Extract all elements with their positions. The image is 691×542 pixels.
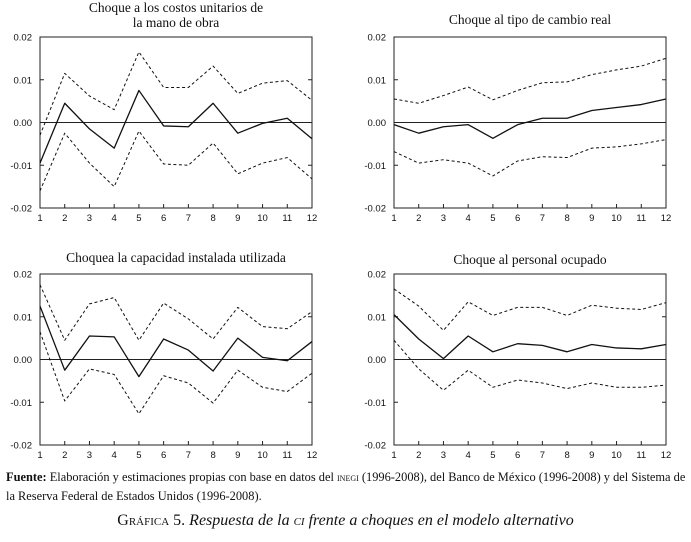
- chart-2-x-tick-label: 8: [564, 213, 569, 224]
- footnote-inegi: inegi: [337, 472, 359, 484]
- chart-2-x-tick-label: 2: [416, 213, 421, 224]
- chart-3-x-tick-label: 10: [257, 450, 268, 461]
- chart-1-x-tick-label: 6: [161, 213, 166, 224]
- chart-2-x-tick-label: 12: [661, 213, 672, 224]
- chart-4-confidence-band-line: [393, 288, 667, 331]
- chart-3-x-tick-label: 6: [161, 450, 166, 461]
- chart-3-x-tick-label: 11: [282, 450, 292, 461]
- chart-1-x-tick-label: 1: [37, 213, 42, 224]
- chart-3-y-tick-label: -0.01: [10, 398, 32, 409]
- chart-3-y-tick-label: 0.00: [14, 355, 33, 366]
- chart-1-x-tick-label: 2: [62, 213, 67, 224]
- chart-3-x-tick-label: 12: [307, 450, 318, 461]
- chart-4-x-tick-label: 11: [636, 450, 646, 461]
- chart-3-x-tick-label: 4: [112, 450, 117, 461]
- chart-1-x-tick-label: 10: [257, 213, 268, 224]
- chart-3-y-tick-label: -0.02: [10, 441, 32, 452]
- chart-2-x-tick-label: 11: [636, 213, 646, 224]
- chart-3-confidence-band-line: [39, 331, 313, 415]
- chart-3-x-tick-label: 8: [210, 450, 215, 461]
- chart-2-confidence-band-line: [393, 139, 667, 177]
- caption-prefix: Gráfica: [117, 512, 170, 529]
- chart-2-x-tick-label: 6: [515, 213, 520, 224]
- chart-3-title-line-1: Choquea la capacidad instalada utilizada: [66, 250, 286, 265]
- chart-1-x-tick-label: 12: [307, 213, 318, 224]
- caption-title: Respuesta de la ci frente a choques en e…: [189, 512, 574, 529]
- chart-4-x-tick-label: 1: [391, 450, 396, 461]
- caption-text-1: Respuesta de la: [189, 512, 294, 529]
- chart-2-y-tick-label: 0.01: [368, 75, 387, 86]
- chart-2-y-tick-label: 0.00: [368, 118, 387, 129]
- chart-2-response-line: [393, 98, 667, 139]
- chart-1-x-tick-label: 7: [186, 213, 191, 224]
- chart-4-y-tick-label: -0.02: [364, 441, 386, 452]
- chart-3-x-tick-label: 5: [136, 450, 141, 461]
- chart-2-x-tick-label: 4: [466, 213, 471, 224]
- chart-1-x-tick-label: 11: [282, 213, 292, 224]
- source-footnote: Fuente: Elaboración y estimaciones propi…: [6, 468, 686, 505]
- chart-1-y-tick-label: -0.01: [10, 161, 32, 172]
- chart-4-x-tick-label: 5: [490, 450, 495, 461]
- chart-3-y-tick-label: 0.01: [14, 312, 33, 323]
- chart-1-y-tick-label: 0.02: [14, 33, 33, 44]
- chart-1-x-tick-label: 8: [210, 213, 215, 224]
- chart-3-y-tick-label: 0.02: [14, 270, 33, 281]
- chart-4-x-tick-label: 3: [441, 450, 446, 461]
- chart-4-x-tick-label: 10: [611, 450, 622, 461]
- chart-2-x-tick-label: 1: [391, 213, 396, 224]
- chart-4-y-tick-label: 0.02: [368, 270, 387, 281]
- chart-2-confidence-band-line: [393, 57, 667, 104]
- caption-ci: ci: [293, 512, 305, 529]
- chart-3-x-tick-label: 7: [186, 450, 191, 461]
- chart-4-y-tick-label: 0.01: [368, 312, 387, 323]
- figure-caption: Gráfica 5. Respuesta de la ci frente a c…: [0, 512, 691, 530]
- chart-2-y-tick-label: -0.01: [364, 161, 386, 172]
- chart-2-x-tick-label: 5: [490, 213, 495, 224]
- chart-4-x-tick-label: 8: [564, 450, 569, 461]
- chart-1-confidence-band-line: [39, 51, 313, 136]
- chart-1-x-tick-label: 4: [112, 213, 117, 224]
- chart-4-x-tick-label: 6: [515, 450, 520, 461]
- chart-4-x-tick-label: 4: [466, 450, 471, 461]
- chart-3-response-line: [39, 305, 313, 378]
- chart-1-x-tick-label: 5: [136, 213, 141, 224]
- chart-4-y-tick-label: -0.01: [364, 398, 386, 409]
- footnote-label: Fuente:: [6, 470, 47, 484]
- chart-2-y-tick-label: -0.02: [364, 204, 386, 215]
- chart-1-confidence-band-line: [39, 130, 313, 192]
- caption-number: 5.: [169, 512, 190, 529]
- chart-4-x-tick-label: 9: [589, 450, 594, 461]
- chart-4-title-line-1: Choque al personal ocupado: [453, 252, 607, 267]
- chart-4-response-line: [393, 314, 667, 360]
- footnote-text-2: (1996-2008), del Banco de México (1996-2…: [6, 470, 686, 503]
- chart-4-x-tick-label: 2: [416, 450, 421, 461]
- caption-text-2: frente a choques en el modelo alternativ…: [304, 512, 574, 529]
- chart-1-y-tick-label: 0.00: [14, 118, 33, 129]
- chart-1-title-line-1: Choque a los costos unitarios de: [89, 0, 263, 15]
- chart-3-confidence-band-line: [39, 284, 313, 341]
- chart-2-title-line-1: Choque al tipo de cambio real: [449, 12, 612, 27]
- chart-2-x-tick-label: 3: [441, 213, 446, 224]
- chart-2-x-tick-label: 9: [589, 213, 594, 224]
- chart-2-y-tick-label: 0.02: [368, 33, 387, 44]
- chart-4-x-tick-label: 7: [540, 450, 545, 461]
- chart-1-title-line-2: la mano de obra: [133, 15, 220, 30]
- chart-4-x-tick-label: 12: [661, 450, 672, 461]
- footnote-text-1: Elaboración y estimaciones propias con b…: [46, 470, 338, 484]
- chart-1-y-tick-label: -0.02: [10, 204, 32, 215]
- chart-2-x-tick-label: 7: [540, 213, 545, 224]
- chart-1-x-tick-label: 9: [235, 213, 240, 224]
- chart-1-y-tick-label: 0.01: [14, 75, 33, 86]
- chart-1-response-line: [39, 89, 313, 164]
- chart-2-x-tick-label: 10: [611, 213, 622, 224]
- chart-4-y-tick-label: 0.00: [368, 355, 387, 366]
- chart-3-x-tick-label: 3: [87, 450, 92, 461]
- chart-3-x-tick-label: 2: [62, 450, 67, 461]
- chart-3-x-tick-label: 1: [37, 450, 42, 461]
- chart-4-confidence-band-line: [393, 339, 667, 391]
- chart-1-x-tick-label: 3: [87, 213, 92, 224]
- chart-3-x-tick-label: 9: [235, 450, 240, 461]
